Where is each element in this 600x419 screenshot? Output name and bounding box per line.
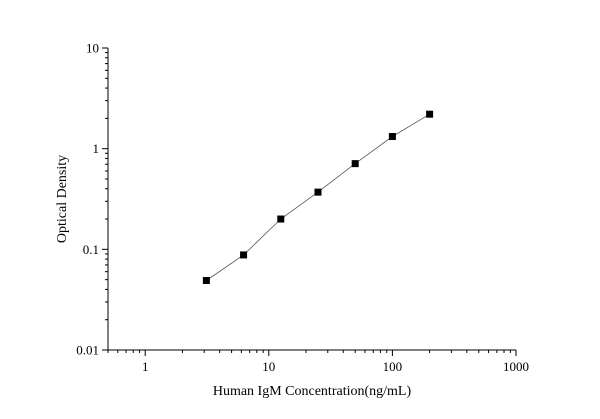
- y-tick-label: 0.1: [83, 242, 99, 257]
- x-ticks: 1 10 100 1000: [107, 350, 529, 374]
- data-point-marker: [277, 215, 285, 223]
- y-ticks: 0.01 0.1 1 10: [76, 41, 108, 358]
- y-tick-label: 1: [93, 141, 100, 156]
- data-markers: [202, 110, 434, 285]
- y-tick-label: 10: [86, 41, 99, 56]
- fit-lines: [206, 113, 430, 281]
- fit-curve: [206, 113, 430, 281]
- data-point-marker: [426, 110, 434, 118]
- y-tick-label: 0.01: [76, 343, 99, 358]
- y-axis-title: Optical Density: [55, 155, 70, 243]
- x-axis-title: Human IgM Concentration(ng/mL): [213, 384, 412, 399]
- x-tick-label: 10: [262, 359, 275, 374]
- data-point-marker: [388, 133, 396, 141]
- x-tick-label: 1000: [503, 359, 529, 374]
- data-point-marker: [314, 188, 322, 196]
- data-point-marker: [351, 160, 359, 168]
- data-point-marker: [240, 251, 248, 259]
- data-point-marker: [202, 277, 210, 285]
- x-tick-label: 100: [383, 359, 403, 374]
- plot-area: 1 10 100 1000 0.01 0.1 1 10: [76, 41, 529, 375]
- x-tick-label: 1: [142, 359, 149, 374]
